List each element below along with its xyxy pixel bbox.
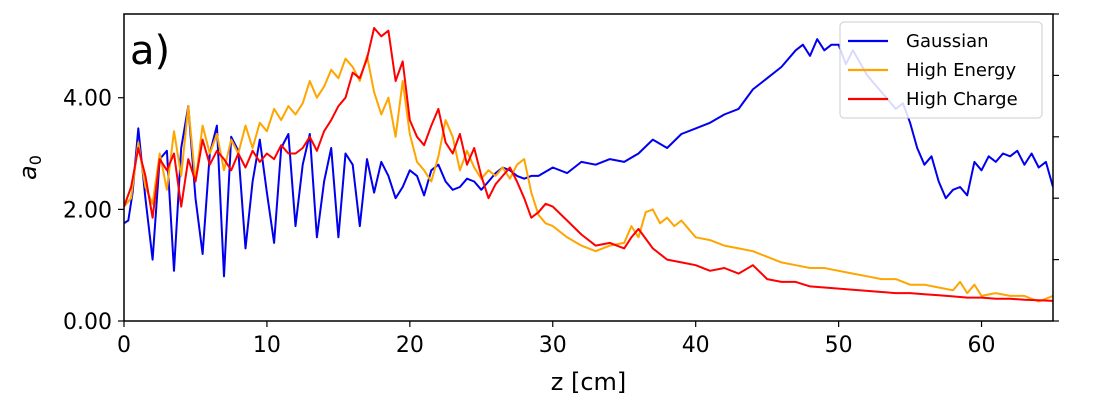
legend-box bbox=[839, 21, 1043, 119]
x-tick-label: 50 bbox=[825, 333, 853, 358]
x-tick-label: 10 bbox=[253, 333, 281, 358]
x-tick-label: 0 bbox=[117, 333, 131, 358]
plot-frame bbox=[123, 13, 1054, 322]
x-tick-label: 20 bbox=[396, 333, 424, 358]
y-tick-label: 2.00 bbox=[63, 198, 112, 223]
panel-label: a) bbox=[130, 28, 170, 74]
x-tick-label: 40 bbox=[682, 333, 710, 358]
series-line-gaussian bbox=[124, 38, 1053, 278]
y-axis: 0.00 2.00 4.00 bbox=[63, 87, 124, 335]
x-axis-label: z [cm] bbox=[551, 368, 627, 396]
series-layer bbox=[124, 27, 1053, 303]
x-tick-label: 60 bbox=[968, 333, 996, 358]
y-tick-label: 4.00 bbox=[63, 87, 112, 112]
right-axis-ticks bbox=[1053, 13, 1059, 322]
y-axis-label: a0 bbox=[14, 155, 45, 180]
y-axis-label-main: a bbox=[14, 165, 42, 180]
series-line-high-energy bbox=[124, 54, 1053, 303]
x-tick-label: 30 bbox=[539, 333, 567, 358]
legend-label: Gaussian bbox=[906, 31, 989, 52]
y-tick-label: 0.00 bbox=[63, 310, 112, 335]
legend-label: High Charge bbox=[906, 89, 1018, 110]
legend-label: High Energy bbox=[906, 60, 1016, 81]
series-line-high-charge bbox=[124, 27, 1053, 302]
legend: Gaussian High Energy High Charge bbox=[839, 21, 1043, 119]
y-axis-label-subscript: 0 bbox=[26, 155, 45, 165]
x-axis: 0 10 20 30 40 50 60 bbox=[117, 321, 996, 358]
